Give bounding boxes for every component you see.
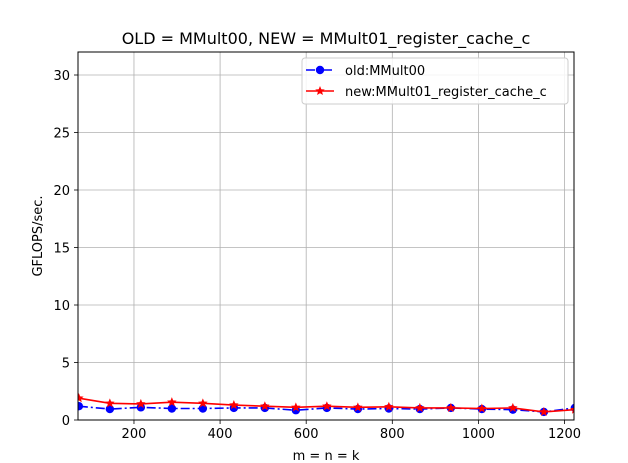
x-tick-label: 200 <box>122 427 147 442</box>
y-tick-label: 0 <box>62 414 70 429</box>
y-tick-label: 20 <box>53 184 70 199</box>
series-2 <box>78 393 574 416</box>
x-axis-label: m = n = k <box>293 449 360 463</box>
y-tick-label: 25 <box>53 127 70 142</box>
data-point <box>78 393 84 403</box>
y-tick-label: 15 <box>53 242 70 257</box>
legend: old:MMult00 new:MMult01_register_cache_c <box>301 57 569 105</box>
legend-entries: old:MMult00 new:MMult01_register_cache_c <box>306 64 547 100</box>
axis-ticks: 200 400 600 800 1000 1200 0 5 10 15 20 25 30 <box>53 69 581 442</box>
data-point <box>446 402 456 412</box>
data-point <box>570 406 574 414</box>
legend-label: new:MMult01_register_cache_c <box>345 85 547 100</box>
data-point <box>229 400 239 410</box>
data-point <box>508 402 518 412</box>
x-tick-label: 1200 <box>548 427 581 442</box>
plot-frame <box>77 51 575 421</box>
x-tick-label: 400 <box>208 427 233 442</box>
data-point <box>353 402 363 412</box>
data-point <box>136 398 146 408</box>
data-point <box>384 401 394 411</box>
data-point <box>477 403 487 413</box>
data-point <box>78 402 84 411</box>
series-line <box>78 405 574 413</box>
y-tick-label: 30 <box>53 69 70 84</box>
data-point <box>167 404 177 413</box>
y-tick-label: 10 <box>53 299 70 314</box>
x-tick-label: 800 <box>380 427 405 442</box>
chart-title: OLD = MMult00, NEW = MMult01_register_ca… <box>122 29 531 49</box>
legend-entry-2: new:MMult01_register_cache_c <box>306 85 547 100</box>
grid <box>78 52 574 420</box>
x-tick-label: 1000 <box>462 427 495 442</box>
data-point <box>322 401 332 411</box>
y-axis-label: GFLOPS/sec. <box>31 195 46 276</box>
data-point <box>105 404 115 414</box>
legend-entry-1: old:MMult00 <box>306 64 425 79</box>
data-point <box>291 402 301 412</box>
data-point <box>167 397 177 407</box>
legend-label: old:MMult00 <box>345 64 425 79</box>
data-point <box>260 401 270 411</box>
plot-series <box>78 393 574 417</box>
x-tick-label: 600 <box>294 427 319 442</box>
data-point <box>539 406 549 416</box>
data-point <box>198 404 208 413</box>
y-tick-label: 5 <box>62 357 70 372</box>
data-point <box>105 398 115 408</box>
data-point <box>415 402 425 412</box>
legend-box <box>301 57 569 105</box>
legend-marker <box>315 86 325 96</box>
legend-marker <box>315 65 325 75</box>
data-point <box>198 398 208 408</box>
